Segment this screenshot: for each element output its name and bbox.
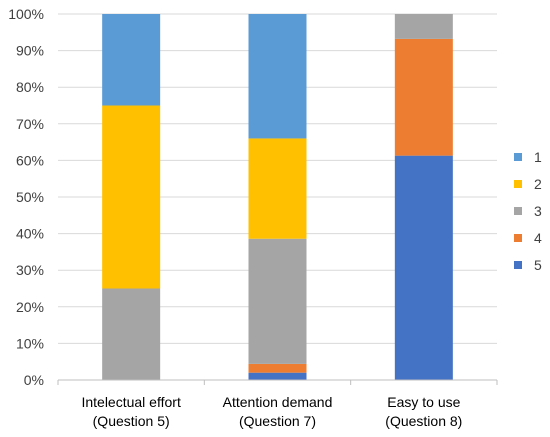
bar-segment-series-3 xyxy=(102,288,161,380)
y-tick-label: 60% xyxy=(16,152,44,168)
y-tick-label: 50% xyxy=(16,189,44,205)
bar-segment-series-4 xyxy=(394,38,453,156)
legend-swatch-4 xyxy=(514,234,522,242)
legend-label: 5 xyxy=(534,257,542,273)
bar-segment-series-5 xyxy=(248,372,307,380)
y-tick-label: 100% xyxy=(8,6,44,22)
bar-segment-series-2 xyxy=(102,105,161,289)
y-tick-label: 80% xyxy=(16,79,44,95)
x-category-label: (Question 7) xyxy=(239,413,316,429)
x-category-label: Easy to use xyxy=(387,394,460,410)
bar-segment-series-1 xyxy=(102,14,161,106)
y-tick-label: 0% xyxy=(24,372,44,388)
legend-label: 2 xyxy=(534,176,542,192)
legend-label: 3 xyxy=(534,203,542,219)
legend-swatch-2 xyxy=(514,180,522,188)
legend-label: 1 xyxy=(534,149,542,165)
legend-swatch-3 xyxy=(514,207,522,215)
x-category-label: Attention demand xyxy=(223,394,333,410)
y-tick-label: 30% xyxy=(16,262,44,278)
bars xyxy=(102,14,453,380)
bar-segment-series-1 xyxy=(248,14,307,139)
legend-swatch-5 xyxy=(514,261,522,269)
x-category-label: Intelectual effort xyxy=(81,394,180,410)
y-tick-label: 70% xyxy=(16,116,44,132)
bar-segment-series-2 xyxy=(248,138,307,239)
y-axis-tick-labels: 0% 10% 20% 30% 40% 50% 60% 70% 80% 90% 100% xyxy=(8,6,44,388)
x-axis-category-labels: Intelectual effort (Question 5) Attention … xyxy=(81,394,462,429)
legend-swatch-1 xyxy=(514,153,522,161)
y-tick-label: 40% xyxy=(16,226,44,242)
legend: 1 2 3 4 5 xyxy=(514,149,542,273)
bar-segment-series-3 xyxy=(394,14,453,39)
legend-label: 4 xyxy=(534,230,542,246)
bar-segment-series-4 xyxy=(248,363,307,373)
y-tick-label: 10% xyxy=(16,335,44,351)
x-category-label: (Question 5) xyxy=(93,413,170,429)
y-tick-label: 20% xyxy=(16,299,44,315)
x-category-label: (Question 8) xyxy=(385,413,462,429)
y-tick-label: 90% xyxy=(16,43,44,59)
bar-segment-series-3 xyxy=(248,238,307,364)
axes xyxy=(57,379,498,385)
bar-segment-series-5 xyxy=(394,155,453,380)
